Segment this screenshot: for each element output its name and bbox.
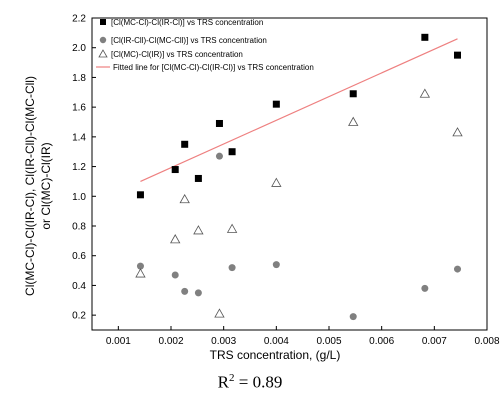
y-tick-label: 1.6 — [72, 103, 86, 114]
y-axis-title-line-1: Cl(MC-Cl)-Cl(IR-Cl), Cl(IR-Cll)-Cl(MC-Cl… — [23, 76, 37, 296]
circle-point — [171, 271, 179, 279]
x-tick-label: 0.007 — [422, 336, 447, 347]
triangle-point — [179, 193, 190, 204]
y-tick-label: 2.2 — [72, 14, 86, 25]
circle-point — [194, 289, 202, 297]
circle-point — [228, 264, 236, 272]
x-tick-label: 0.002 — [158, 336, 183, 347]
triangle-point — [193, 225, 204, 235]
square-point — [228, 148, 236, 156]
legend-marker-circle — [99, 36, 107, 44]
y-axis-title-line-2: or Cl(MC)-Cl(IR) — [39, 142, 53, 229]
y-tick-label: 0.4 — [72, 281, 86, 292]
caption-value: = 0.89 — [234, 372, 283, 392]
square-point — [215, 119, 223, 127]
triangle-point — [452, 127, 463, 137]
square-point — [421, 33, 429, 41]
x-tick-label: 0.006 — [369, 336, 394, 347]
triangle-point — [226, 223, 238, 233]
y-tick-label: 1.4 — [72, 132, 86, 143]
legend-label-series-1: [Cl(MC-Cl)-Cl(IR-Cl)] vs TRS concentrati… — [111, 18, 263, 27]
x-tick-label: 0.004 — [264, 336, 289, 347]
legend: [Cl(MC-Cl)-Cl(IR-Cl)] vs TRS concentrati… — [96, 18, 314, 72]
y-tick-label: 2.0 — [72, 43, 86, 54]
triangle-point — [214, 308, 225, 318]
y-tick-label: 1.2 — [72, 162, 86, 173]
x-tick-label: 0.003 — [211, 336, 236, 347]
circle-point — [272, 261, 280, 269]
x-axis-title: TRS concentration, (g/L) — [210, 348, 341, 362]
y-axis-ticks: 0.2 0.4 0.6 0.8 1.0 1.2 1.4 1.6 1.8 2.0 2.2 — [72, 14, 96, 322]
fit-line — [140, 38, 458, 182]
fit-line-group — [140, 38, 458, 182]
triangle-point — [419, 88, 431, 98]
y-tick-label: 0.6 — [72, 251, 86, 262]
x-tick-label: 0.001 — [106, 336, 131, 347]
circle-point — [421, 284, 429, 292]
y-tick-label: 0.2 — [72, 311, 86, 322]
legend-marker-triangle — [98, 49, 108, 58]
x-tick-label: 0.008 — [474, 336, 499, 347]
circle-point — [349, 313, 357, 321]
square-point — [272, 100, 280, 108]
circle-point — [454, 265, 462, 273]
legend-marker-square — [100, 19, 106, 25]
x-tick-label: 0.005 — [316, 336, 341, 347]
caption-superscript: 2 — [229, 372, 235, 384]
square-point — [181, 140, 189, 148]
y-axis-title: Cl(MC-Cl)-Cl(IR-Cl), Cl(IR-Cll)-Cl(MC-Cl… — [23, 76, 53, 296]
square-point — [349, 90, 357, 98]
square-point — [171, 166, 179, 174]
scatter-chart: 0.001 0.002 0.003 0.004 0.005 0.006 0.007 0.008… — [23, 14, 500, 363]
r-squared-caption: R2 = 0.89 — [0, 372, 500, 393]
y-tick-label: 1.0 — [72, 192, 86, 203]
legend-label-series-2: [Cl(IR-Cll)-Cl(MC-Cll)] vs TRS concentra… — [111, 36, 267, 45]
square-point — [194, 174, 202, 182]
triangle-point — [170, 234, 181, 244]
y-tick-label: 0.8 — [72, 222, 86, 233]
caption-prefix: R — [217, 372, 229, 392]
plot-frame — [91, 17, 488, 331]
circle-point — [136, 262, 144, 270]
square-point — [454, 51, 462, 59]
x-axis-ticks: 0.001 0.002 0.003 0.004 0.005 0.006 0.007 0.008 — [106, 326, 500, 347]
y-tick-label: 1.8 — [72, 73, 86, 84]
data-points — [135, 33, 463, 321]
triangle-point — [348, 116, 359, 126]
legend-label-fit-line: Fitted line for [Cl(MC-Cl)-Cl(IR-Cl)] vs… — [113, 63, 314, 72]
legend-label-series-3: [Cl(MC)-Cl(IR)] vs TRS concentration — [111, 50, 243, 59]
triangle-point — [271, 177, 282, 187]
square-point — [136, 191, 144, 199]
circle-point — [181, 287, 189, 295]
circle-point — [215, 152, 223, 160]
triangle-point — [135, 268, 146, 278]
